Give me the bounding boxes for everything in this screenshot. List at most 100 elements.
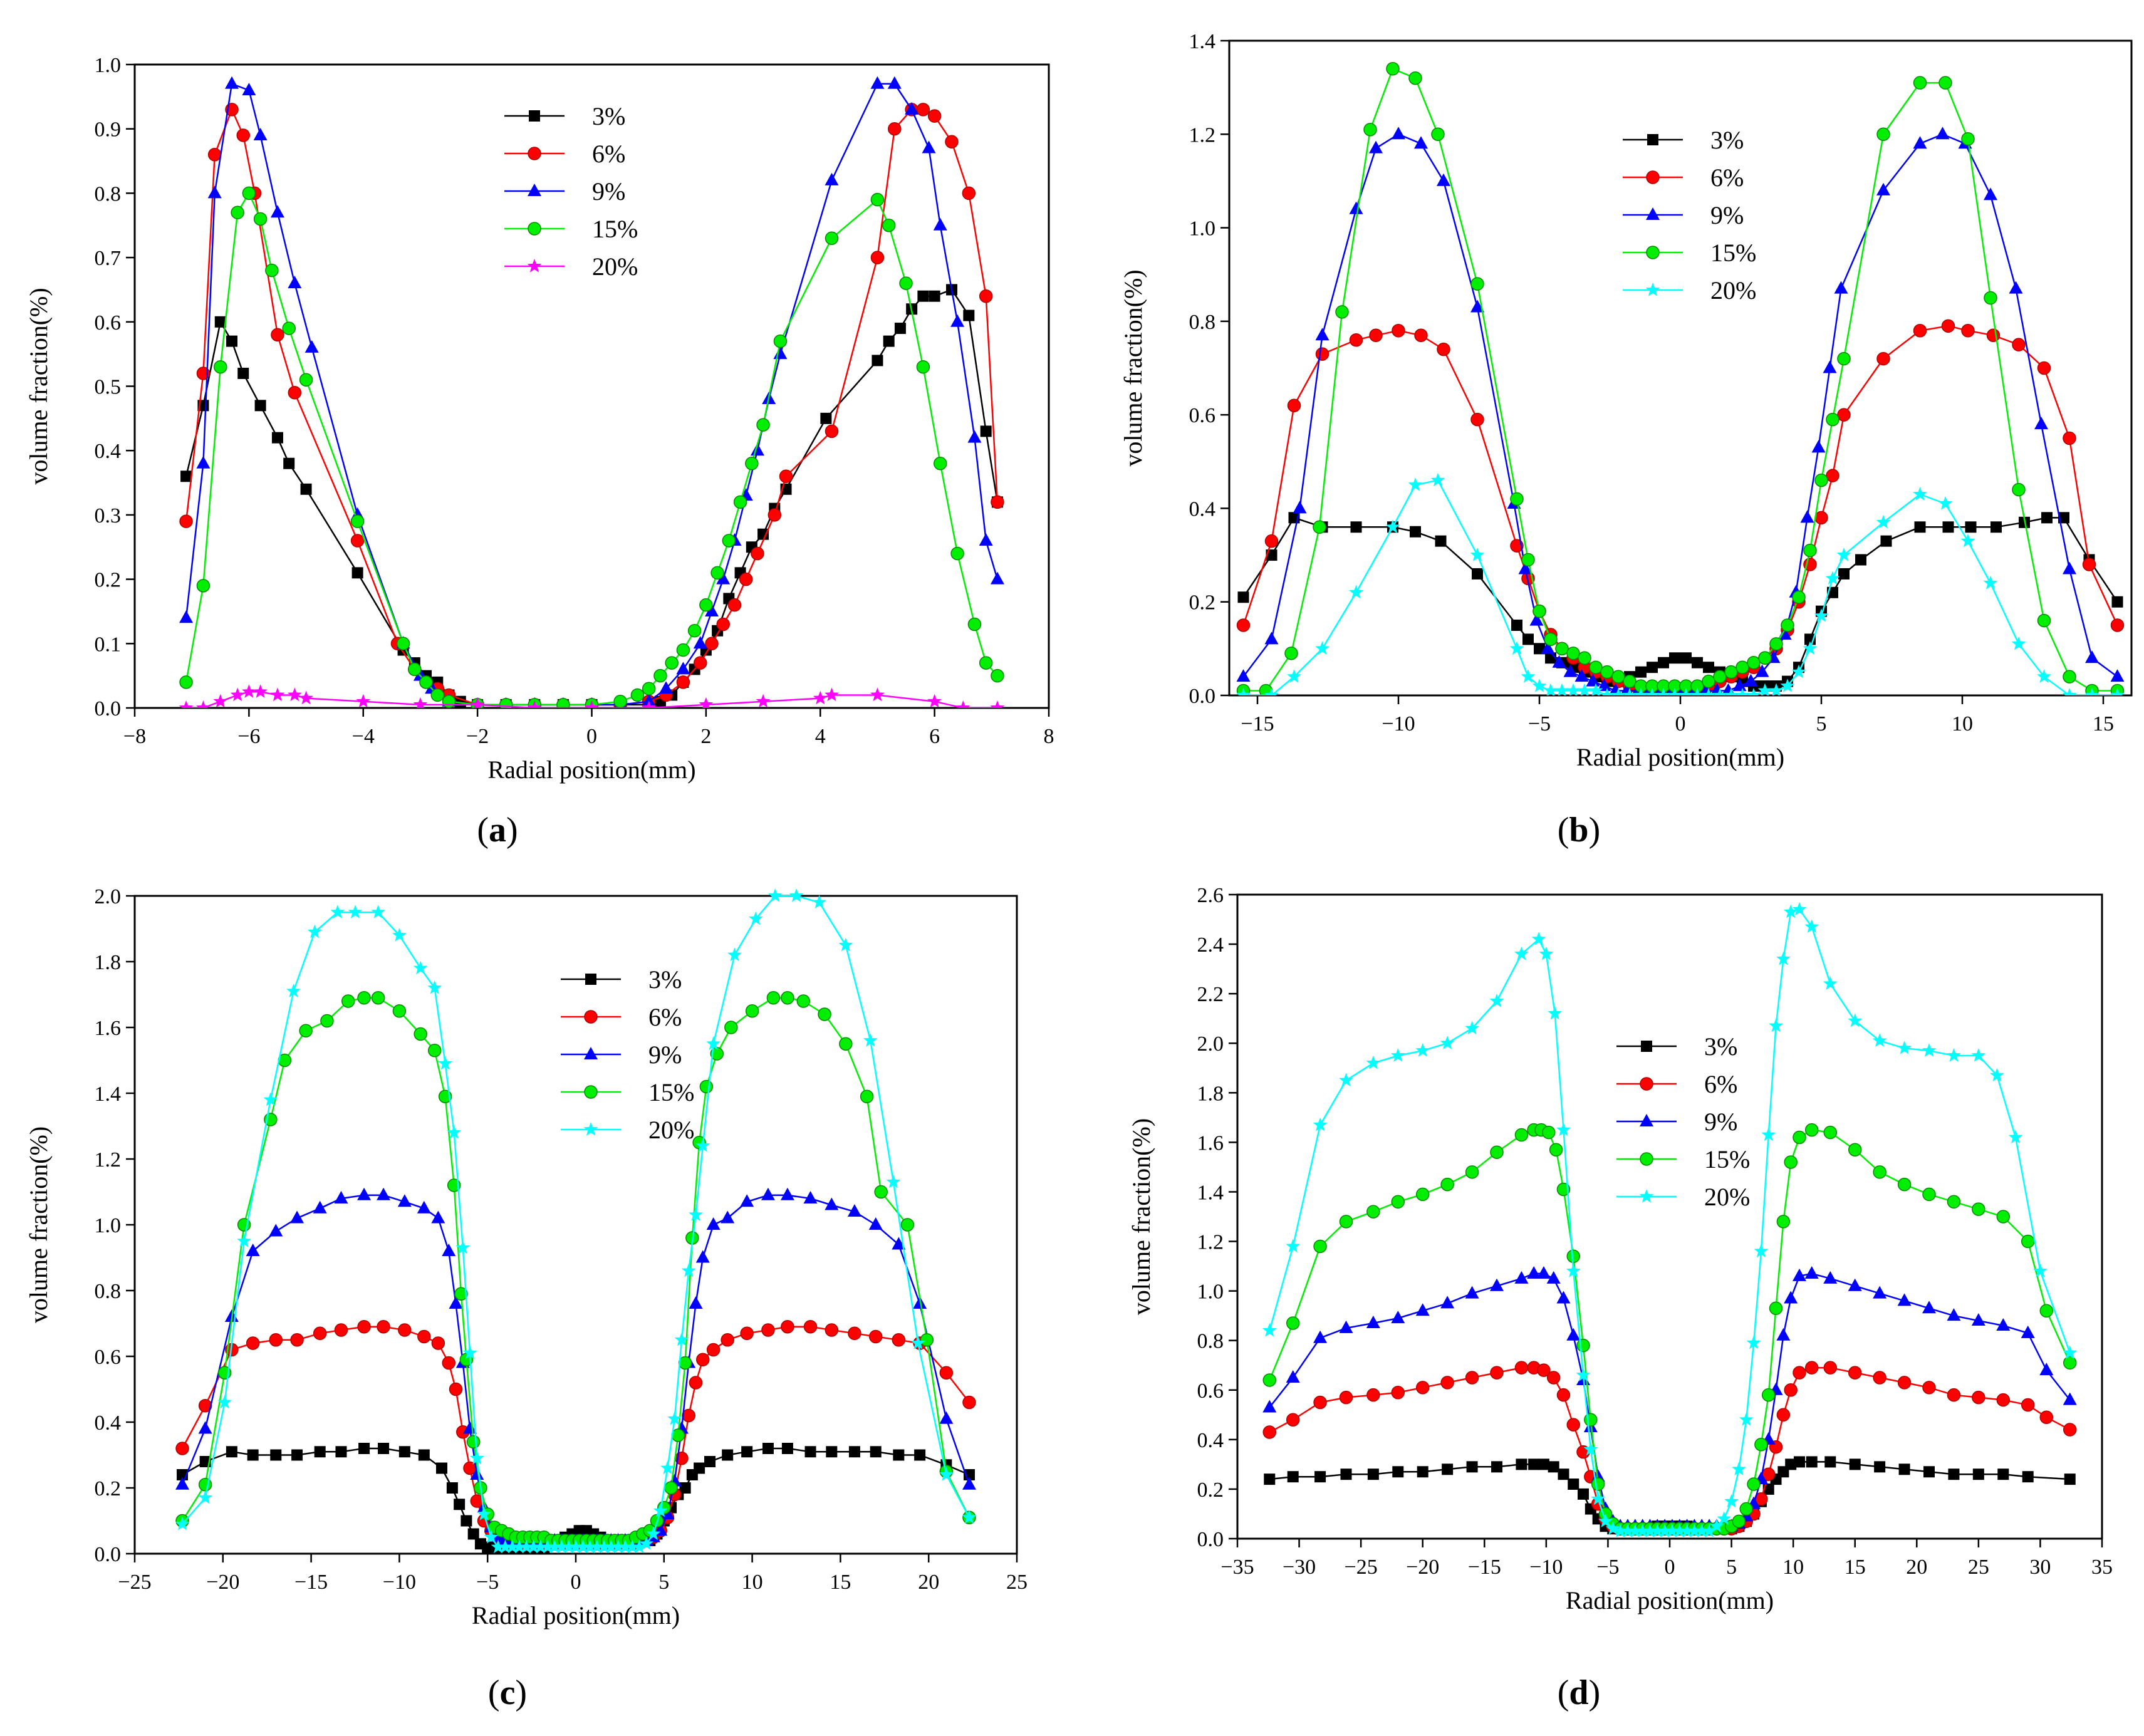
- data-point: [1549, 1143, 1563, 1156]
- data-point: [290, 1333, 304, 1347]
- series-15%: [1236, 62, 2125, 695]
- data-point: [1521, 553, 1535, 567]
- data-point: [1556, 1182, 1571, 1197]
- data-point: [860, 1089, 874, 1103]
- data-point: [2037, 613, 2051, 628]
- y-tick-label: 2.6: [1197, 884, 1224, 907]
- data-point: [1431, 127, 1445, 142]
- x-tick-label: 10: [1952, 712, 1973, 735]
- data-point: [716, 617, 730, 632]
- data-point: [761, 1187, 775, 1200]
- data-point: [1588, 683, 1603, 695]
- x-tick-label: −35: [1220, 1556, 1254, 1579]
- data-point: [1236, 688, 1251, 695]
- data-point: [748, 911, 763, 925]
- x-tick-label: 25: [1006, 1571, 1028, 1594]
- data-point: [180, 470, 192, 482]
- data-point: [1622, 688, 1637, 695]
- y-tick-label: 0.6: [1189, 404, 1216, 427]
- data-point: [350, 514, 365, 528]
- legend-label: 15%: [648, 1078, 694, 1106]
- data-point: [721, 1210, 735, 1224]
- data-point: [933, 456, 947, 470]
- data-point: [254, 400, 266, 412]
- y-tick-label: 1.4: [1197, 1181, 1224, 1204]
- data-point: [820, 412, 832, 424]
- data-point: [1522, 633, 1534, 645]
- y-tick-label: 1.0: [95, 1214, 122, 1237]
- data-point: [398, 1323, 412, 1337]
- series-3%: [1237, 512, 2123, 692]
- data-point: [1605, 1521, 1620, 1535]
- x-tick-label: −2: [466, 725, 489, 748]
- data-point: [991, 495, 1004, 509]
- data-point: [299, 690, 313, 705]
- data-point: [1754, 1438, 1768, 1452]
- legend-label: 9%: [1704, 1108, 1737, 1136]
- data-point: [1635, 1524, 1650, 1537]
- legend-marker: [1640, 1152, 1653, 1166]
- legend-marker: [527, 259, 542, 273]
- data-point: [1823, 976, 1838, 990]
- data-point: [198, 1478, 212, 1492]
- data-point: [1576, 1368, 1591, 1381]
- data-point: [1528, 1458, 1540, 1470]
- data-point: [1757, 683, 1772, 695]
- x-tick-label: 15: [2093, 712, 2114, 735]
- data-point: [611, 1539, 625, 1554]
- data-point: [1363, 123, 1377, 137]
- data-point: [1349, 201, 1363, 214]
- data-point: [1286, 1316, 1300, 1330]
- data-point: [446, 1482, 458, 1494]
- data-point: [2039, 1304, 2054, 1318]
- data-point: [282, 321, 296, 335]
- data-point: [1769, 683, 1784, 695]
- data-point: [1793, 1130, 1806, 1145]
- data-point: [413, 960, 428, 975]
- legend-label: 3%: [592, 102, 625, 130]
- data-point: [377, 1320, 390, 1334]
- data-point: [1628, 1524, 1643, 1537]
- data-point: [431, 1336, 445, 1350]
- y-tick-label: 0.9: [95, 118, 122, 142]
- data-point: [696, 1353, 710, 1366]
- data-point: [883, 335, 895, 347]
- data-point: [1623, 674, 1637, 689]
- data-point: [1780, 678, 1795, 692]
- data-point: [1366, 1316, 1380, 1329]
- data-point: [1961, 132, 1975, 146]
- data-point: [271, 432, 283, 444]
- data-point: [1514, 1361, 1529, 1375]
- data-point: [695, 1138, 710, 1152]
- data-point: [1510, 492, 1524, 506]
- data-point: [733, 495, 747, 509]
- data-point: [1793, 1366, 1806, 1380]
- data-point: [874, 1185, 888, 1199]
- x-tick-label: −4: [352, 725, 375, 748]
- data-point: [1665, 1524, 1680, 1537]
- data-point: [1784, 1155, 1798, 1169]
- x-tick-label: −10: [383, 1571, 416, 1594]
- data-point: [1690, 688, 1705, 695]
- data-point: [642, 682, 656, 695]
- data-point: [1527, 1266, 1541, 1279]
- data-point: [226, 335, 238, 347]
- data-point: [1529, 613, 1544, 626]
- data-point: [1583, 1442, 1598, 1456]
- data-point: [1556, 1291, 1571, 1304]
- data-point: [803, 1191, 818, 1203]
- data-point: [408, 662, 422, 677]
- y-tick-label: 0.6: [95, 1346, 122, 1369]
- data-point: [350, 534, 365, 548]
- data-point: [1873, 1165, 1886, 1179]
- data-point: [1262, 1400, 1277, 1413]
- data-point: [762, 1443, 774, 1454]
- data-point: [1776, 1328, 1791, 1341]
- x-tick-label: −15: [294, 1571, 328, 1594]
- data-point: [196, 455, 211, 469]
- data-point: [2037, 669, 2051, 683]
- data-point: [1408, 71, 1422, 85]
- data-point: [2012, 338, 2026, 351]
- data-point: [689, 1376, 703, 1390]
